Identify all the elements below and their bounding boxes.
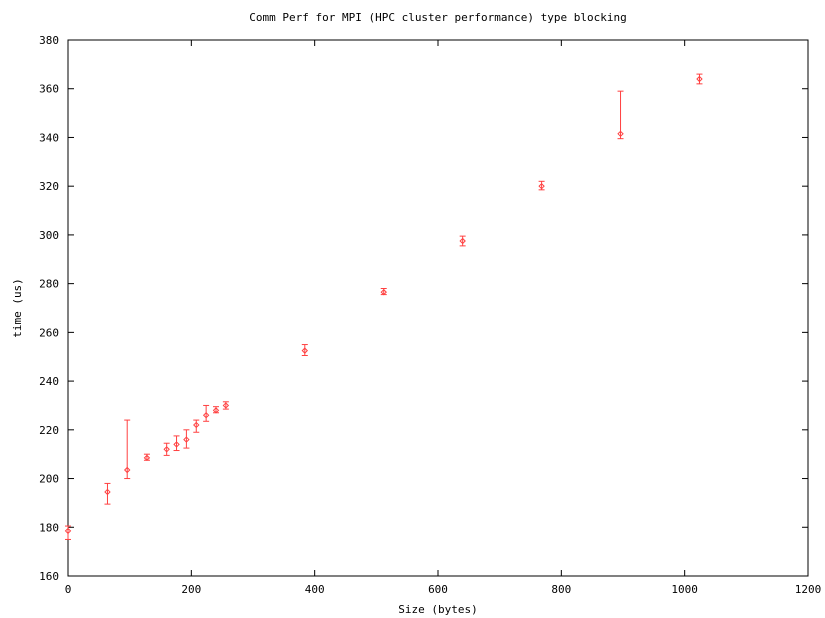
data-point — [617, 90, 624, 140]
y-tick-label: 260 — [39, 326, 59, 339]
y-tick-label: 220 — [39, 424, 59, 437]
y-tick-label: 160 — [39, 570, 59, 583]
y-tick-label: 240 — [39, 375, 59, 388]
data-point — [459, 235, 466, 247]
x-axis-label: Size (bytes) — [398, 603, 477, 616]
data-point — [301, 344, 309, 357]
x-tick-label: 800 — [551, 583, 571, 596]
data-point — [143, 453, 151, 462]
y-tick-label: 340 — [39, 131, 59, 144]
diamond-marker — [212, 407, 220, 414]
diamond-marker — [380, 288, 387, 296]
diamond-marker — [459, 237, 466, 245]
y-tick-label: 200 — [39, 473, 59, 486]
y-tick-label: 180 — [39, 521, 59, 534]
diamond-marker — [163, 446, 170, 453]
x-axis: 0 200 400 600 800 1000 1200 — [65, 40, 822, 596]
diamond-marker — [123, 466, 131, 474]
y-tick-label: 360 — [39, 83, 59, 96]
data-point — [123, 419, 131, 480]
data-point — [538, 180, 545, 191]
diamond-marker — [538, 182, 545, 190]
x-tick-label: 200 — [181, 583, 201, 596]
diamond-marker — [193, 421, 200, 429]
diamond-marker — [301, 347, 309, 354]
data-series — [64, 73, 703, 540]
data-point — [163, 442, 170, 456]
diamond-marker — [202, 411, 210, 419]
data-point — [183, 429, 190, 449]
data-point — [64, 525, 72, 540]
data-point — [696, 73, 703, 85]
x-tick-label: 600 — [428, 583, 448, 596]
diamond-marker — [222, 402, 230, 409]
y-tick-label: 280 — [39, 278, 59, 291]
plot-frame — [67, 39, 809, 577]
x-tick-label: 1000 — [671, 583, 698, 596]
data-point — [173, 435, 180, 452]
chart-title: Comm Perf for MPI (HPC cluster performan… — [249, 11, 627, 24]
x-tick-label: 0 — [65, 583, 72, 596]
x-tick-label: 1200 — [795, 583, 822, 596]
diamond-marker — [64, 527, 72, 535]
diamond-marker — [183, 436, 190, 443]
data-point — [193, 419, 200, 433]
y-axis: 160 180 200 220 240 260 280 300 320 340 360 380 — [39, 34, 808, 583]
y-tick-label: 320 — [39, 180, 59, 193]
y-axis-label: time (us) — [11, 278, 24, 338]
diamond-marker — [104, 488, 111, 496]
data-point — [212, 406, 220, 414]
data-point — [222, 401, 230, 410]
diamond-marker — [173, 441, 180, 448]
diamond-marker — [696, 75, 703, 83]
diamond-marker — [143, 454, 151, 462]
y-tick-label: 380 — [39, 34, 59, 47]
x-tick-label: 400 — [305, 583, 325, 596]
data-point — [202, 404, 210, 422]
diamond-marker — [617, 130, 624, 138]
data-point — [380, 288, 387, 296]
y-tick-label: 300 — [39, 229, 59, 242]
data-point — [104, 482, 111, 505]
